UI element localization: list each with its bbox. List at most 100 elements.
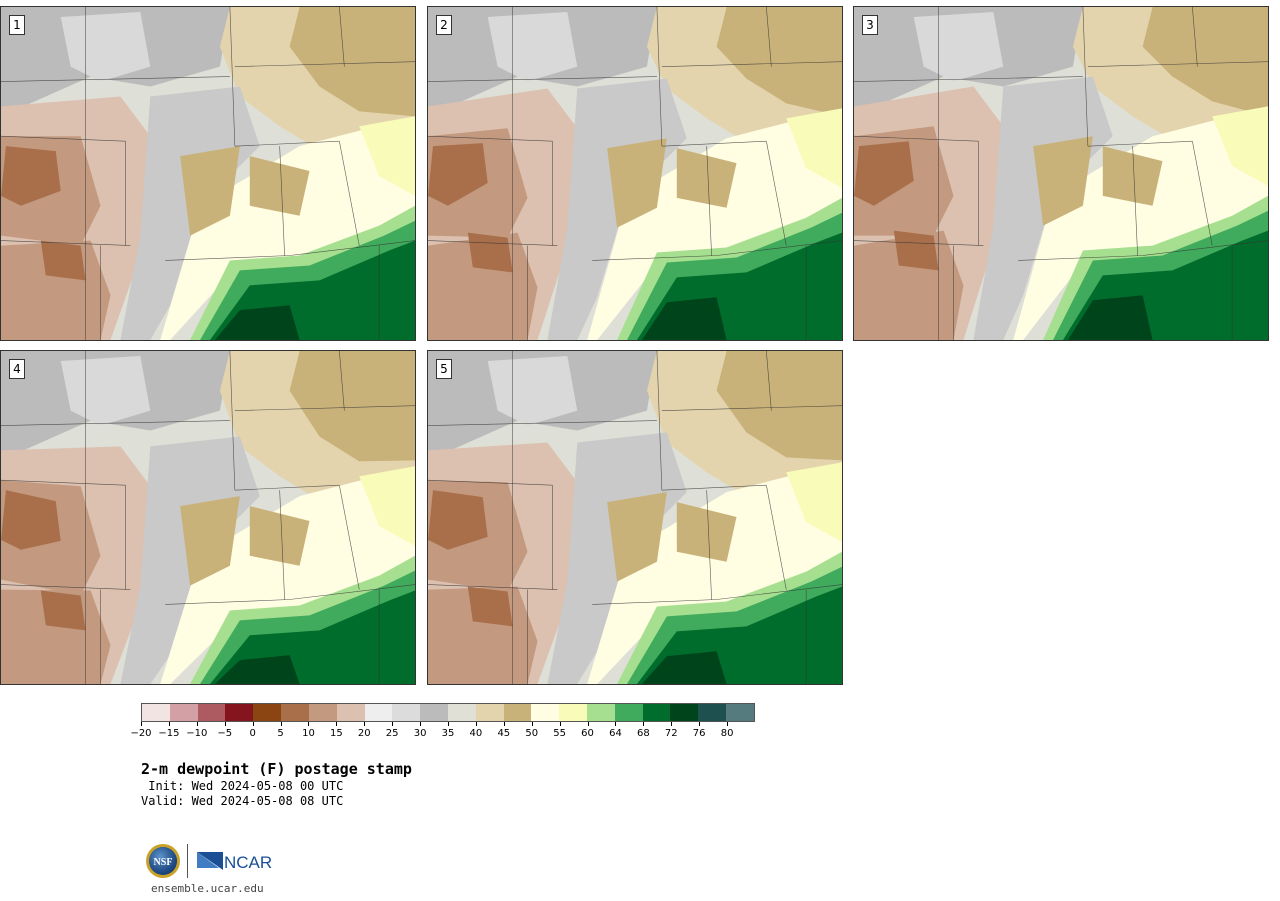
gray-light-patch bbox=[60, 11, 151, 82]
nsf-logo-text: NSF bbox=[154, 857, 173, 868]
state-border-line bbox=[234, 484, 340, 491]
northeast-dark-tan-region bbox=[716, 7, 842, 117]
yellow-moist-band bbox=[587, 108, 842, 340]
panel-number: 3 bbox=[862, 15, 878, 35]
colorbar-tick-label: 10 bbox=[302, 728, 315, 739]
state-border-line bbox=[229, 351, 236, 491]
state-border-line bbox=[1192, 141, 1213, 246]
colorbar-tick-label: 30 bbox=[413, 728, 427, 739]
panel-number: 2 bbox=[436, 15, 452, 35]
panel-number: 1 bbox=[9, 15, 25, 35]
colorbar-swatch bbox=[698, 704, 727, 721]
state-border-line bbox=[1, 420, 230, 426]
colorbar-swatch bbox=[142, 704, 170, 721]
light-yellow-patch bbox=[1212, 106, 1268, 186]
colorbar-tick-label: −5 bbox=[217, 728, 233, 739]
tan-patch-central bbox=[180, 496, 240, 586]
state-border-line bbox=[165, 599, 290, 605]
stamp-panel-3: 3 bbox=[853, 6, 1269, 341]
colorbar-swatch bbox=[614, 704, 643, 721]
northeast-dark-tan-region bbox=[716, 351, 842, 461]
stamp-panel-1: 1 bbox=[0, 6, 416, 341]
colorbar-tick-label: 15 bbox=[329, 728, 343, 739]
colorbar-tick bbox=[420, 722, 422, 726]
state-border-line bbox=[1, 240, 131, 246]
west-dark-brown-region bbox=[428, 143, 488, 206]
state-border-line bbox=[661, 140, 767, 147]
state-border-line bbox=[1142, 240, 1268, 256]
state-border-line bbox=[1, 479, 126, 486]
dewpoint-colorbar bbox=[141, 703, 755, 722]
darkest-green-region bbox=[214, 305, 300, 340]
tan-patch-east bbox=[1102, 146, 1163, 206]
panel-number: 5 bbox=[436, 359, 452, 379]
yellow-moist-band bbox=[160, 116, 415, 340]
state-border-line bbox=[854, 135, 979, 142]
gray-light-patch bbox=[60, 355, 151, 426]
colorbar-tick-label: 72 bbox=[664, 728, 678, 739]
state-border-line bbox=[428, 240, 558, 246]
colorbar-swatch bbox=[503, 704, 532, 721]
state-border-line bbox=[279, 146, 285, 256]
nsf-logo: NSF bbox=[146, 844, 180, 878]
colorbar-tick bbox=[168, 722, 170, 726]
state-border-line bbox=[339, 351, 345, 411]
colorbar-swatch bbox=[670, 704, 699, 721]
colorbar-swatch bbox=[392, 704, 421, 721]
colorbar-tick bbox=[643, 722, 645, 726]
state-border-line bbox=[716, 240, 842, 256]
colorbar-swatch bbox=[475, 704, 504, 721]
colorbar-tick-label: 50 bbox=[525, 728, 539, 739]
colorbar-tick-label: 20 bbox=[357, 728, 371, 739]
state-border-line bbox=[766, 141, 787, 246]
northeast-dark-tan-region bbox=[289, 7, 415, 117]
colorbar-tick bbox=[252, 722, 254, 726]
state-border-line bbox=[1192, 7, 1198, 67]
tan-patch-east bbox=[676, 502, 737, 562]
colorbar-swatch bbox=[169, 704, 198, 721]
state-border-line bbox=[428, 76, 657, 82]
southwest-dark-brown-patch bbox=[40, 240, 86, 281]
state-border-line bbox=[766, 7, 772, 67]
tan-patch-central bbox=[607, 138, 667, 228]
colorbar-tick-label: 64 bbox=[609, 728, 622, 739]
darkest-green-region bbox=[1067, 295, 1153, 340]
dewpoint-map-3 bbox=[854, 7, 1268, 340]
colorbar-swatch bbox=[587, 704, 615, 721]
state-border-line bbox=[165, 255, 290, 261]
state-border-line bbox=[706, 490, 712, 600]
colorbar-swatch bbox=[253, 704, 282, 721]
colorbar-tick-label: 25 bbox=[385, 728, 399, 739]
tan-patch-central bbox=[1033, 136, 1093, 226]
state-border-line bbox=[592, 255, 717, 261]
colorbar-tick-label: 76 bbox=[692, 728, 706, 739]
colorbar-tick bbox=[392, 722, 394, 726]
state-border-line bbox=[234, 140, 340, 147]
logo-group: NSF NCAR bbox=[143, 842, 283, 882]
tan-patch-east bbox=[249, 506, 310, 566]
darkest-green-region bbox=[641, 651, 727, 684]
state-border-line bbox=[656, 7, 663, 147]
state-border-line bbox=[706, 146, 712, 256]
state-border-line bbox=[656, 351, 663, 491]
state-border-line bbox=[229, 7, 236, 147]
stamp-panel-4: 4 bbox=[0, 350, 416, 685]
colorbar-tick-label: 60 bbox=[581, 728, 594, 739]
state-border-line bbox=[661, 484, 767, 491]
colorbar-tick bbox=[280, 722, 282, 726]
gray-light-patch bbox=[913, 11, 1004, 82]
light-yellow-patch bbox=[786, 108, 842, 188]
state-border-line bbox=[234, 61, 415, 67]
tan-patch-central bbox=[180, 146, 240, 236]
dewpoint-map-2 bbox=[428, 7, 842, 340]
state-border-line bbox=[1087, 61, 1268, 67]
colorbar-tick bbox=[503, 722, 505, 726]
southwest-dark-brown-patch bbox=[893, 230, 939, 271]
state-border-line bbox=[592, 599, 717, 605]
state-border-line bbox=[428, 584, 558, 590]
colorbar-swatch bbox=[364, 704, 393, 721]
colorbar-tick bbox=[475, 722, 477, 726]
website-link[interactable]: ensemble.ucar.edu bbox=[151, 882, 264, 895]
northeast-dark-tan-region bbox=[1142, 7, 1268, 117]
colorbar-tick bbox=[587, 722, 589, 726]
